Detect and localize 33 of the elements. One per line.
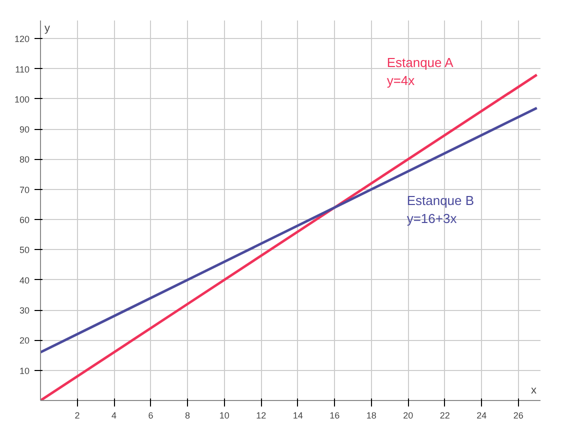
y-tick-label: 90 [19,124,30,135]
x-tick-label: 6 [148,410,154,420]
series-label: Estanque B [406,192,474,208]
y-tick-label: 100 [14,94,30,104]
y-tick-label: 30 [19,306,30,316]
x-tick-label: 4 [112,410,117,420]
text: Estanque A [386,54,454,70]
y-tick-label: 110 [15,64,30,74]
x-tick-label: 22 [440,410,450,420]
x-tick-label: 16 [330,410,340,420]
x-tick-label: 2 [74,410,80,420]
y-tick-label: 20 [19,336,30,346]
annotation: y=16+3x [406,210,458,226]
annotation: y=4x [386,72,416,88]
y-tick-label: 80 [19,154,30,165]
x-tick-label: 8 [185,410,190,420]
y-tick-label: 10 [19,366,30,376]
x-tick-label: 12 [256,410,266,420]
x-tick-label: 26 [513,410,524,420]
y-tick-label: 50 [19,245,30,256]
line-series [40,74,538,400]
y-tick-label: 120 [14,34,30,44]
y-tick-label: 60 [19,215,30,226]
x-tick-label: 20 [403,410,414,420]
line-series [40,106,538,354]
y-axis-title: y [44,22,50,34]
y-tick-label: 70 [19,184,30,195]
x-tick-label: 14 [292,410,303,420]
x-tick-label: 24 [476,410,487,420]
y-tick-label: 40 [19,275,30,286]
x-tick-label: 10 [219,410,230,420]
x-tick-label: 18 [366,410,376,420]
x-axis-title: x [531,384,537,396]
